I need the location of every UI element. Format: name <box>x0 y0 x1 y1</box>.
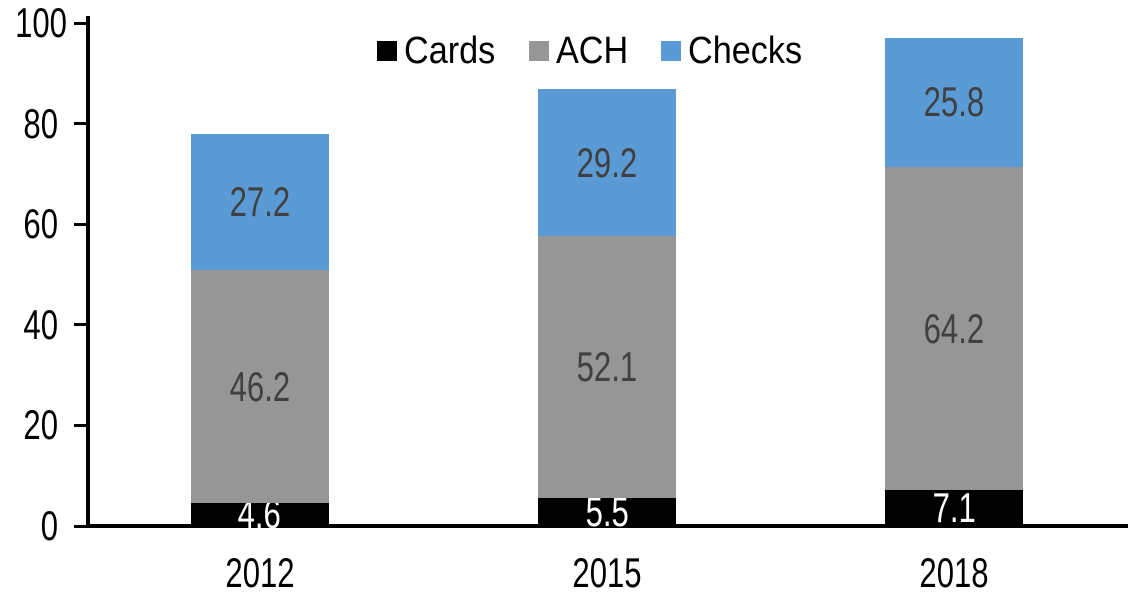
y-tick-label: 60 <box>23 200 58 248</box>
bar-value-label: 27.2 <box>229 178 290 226</box>
y-tick-label: 0 <box>40 502 58 549</box>
legend-item-checks: Checks <box>660 30 815 72</box>
legend-label-ach: ACH <box>556 30 629 72</box>
legend-swatch-ach <box>529 41 550 61</box>
bar-segment-ach-2018: 64.2 <box>885 167 1024 491</box>
y-tick-mark <box>74 21 87 25</box>
legend: Cards ACH Checks <box>377 32 814 70</box>
y-tick-mark <box>74 222 87 226</box>
legend-swatch-cards <box>377 41 397 61</box>
bar-value-label: 64.2 <box>924 304 985 352</box>
legend-label-cards: Cards <box>404 30 496 72</box>
bar-segment-cards-2012: 4.6 <box>190 493 329 535</box>
y-tick-mark <box>74 122 87 126</box>
bar-value-label: 46.2 <box>229 362 290 410</box>
x-axis-line <box>86 524 1128 528</box>
y-tick-label: 20 <box>23 401 58 449</box>
y-tick-mark <box>74 524 87 528</box>
legend-item-ach: ACH <box>529 32 636 70</box>
bar-segment-checks-2012: 27.2 <box>190 133 329 271</box>
legend-label-checks: Checks <box>687 30 802 72</box>
bar-segment-cards-2018: 7.1 <box>885 484 1024 532</box>
bar-value-label: 7.1 <box>932 484 976 532</box>
bar-value-label: 25.8 <box>924 78 985 126</box>
y-tick-mark <box>74 423 87 427</box>
y-tick-label: 100 <box>15 0 67 46</box>
bar-segment-checks-2015: 29.2 <box>538 89 676 237</box>
legend-swatch-checks <box>660 41 681 61</box>
bar-segment-ach-2015: 52.1 <box>538 236 676 499</box>
x-tick-label: 2015 <box>572 549 642 596</box>
bar-segment-ach-2012: 46.2 <box>190 270 329 503</box>
x-tick-label: 2012 <box>225 549 295 596</box>
y-tick-label: 80 <box>23 99 58 147</box>
y-tick-mark <box>74 323 87 327</box>
bar-value-label: 52.1 <box>576 343 638 391</box>
bar-segment-checks-2018: 25.8 <box>885 37 1024 168</box>
y-axis-line <box>86 16 90 528</box>
x-tick-label: 2018 <box>919 549 989 596</box>
bar-value-label: 29.2 <box>576 138 638 186</box>
y-tick-label: 40 <box>23 300 58 348</box>
legend-item-cards: Cards <box>377 32 505 70</box>
bar-segment-cards-2015: 5.5 <box>538 491 676 533</box>
